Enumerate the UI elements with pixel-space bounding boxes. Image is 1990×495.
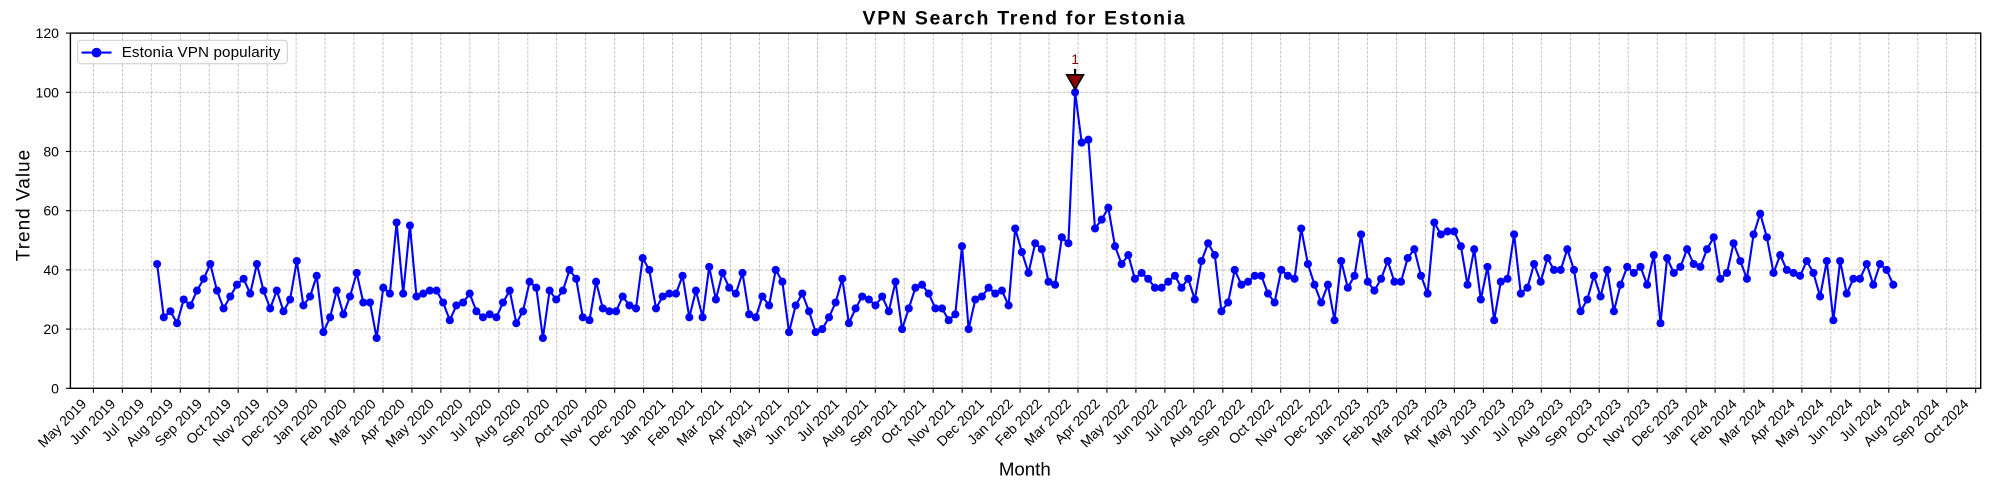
svg-text:Month: Month (999, 459, 1051, 480)
svg-text:20: 20 (43, 321, 59, 337)
svg-text:1: 1 (1071, 51, 1079, 67)
svg-text:80: 80 (43, 144, 59, 160)
svg-text:120: 120 (36, 25, 60, 41)
svg-text:60: 60 (43, 203, 59, 219)
svg-text:100: 100 (36, 84, 60, 100)
svg-text:0: 0 (51, 380, 59, 396)
svg-text:Estonia VPN popularity: Estonia VPN popularity (122, 44, 281, 61)
svg-text:Trend Value: Trend Value (14, 149, 35, 261)
svg-text:VPN Search Trend for Estonia: VPN Search Trend for Estonia (863, 8, 1187, 30)
svg-text:40: 40 (43, 262, 59, 278)
